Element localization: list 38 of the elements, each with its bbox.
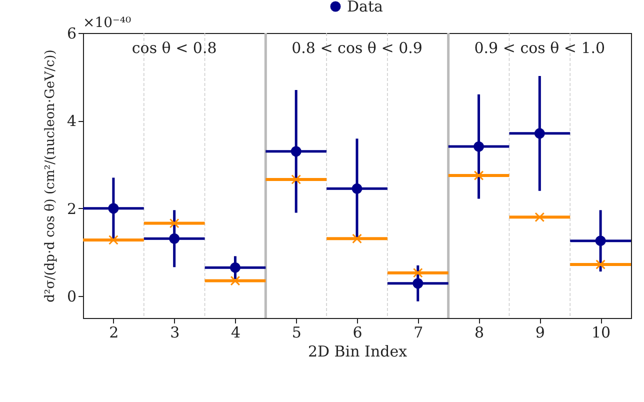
point bbox=[291, 174, 302, 184]
x-tick-label: 5 bbox=[292, 324, 302, 342]
point bbox=[352, 234, 362, 244]
x-tick-label: 7 bbox=[414, 324, 424, 342]
y-tick-label: 0 bbox=[66, 288, 76, 306]
annotation: 0.8 < cos θ < 0.9 bbox=[292, 39, 422, 57]
x-tick-label: 6 bbox=[352, 324, 362, 342]
y-tick-label: 4 bbox=[66, 112, 76, 130]
point bbox=[474, 170, 484, 180]
point bbox=[352, 183, 362, 194]
point bbox=[290, 146, 302, 157]
x-tick-label: 3 bbox=[170, 324, 180, 342]
x-tick-label: 2 bbox=[109, 324, 119, 342]
point bbox=[108, 203, 119, 214]
point bbox=[230, 276, 240, 286]
point bbox=[595, 236, 606, 246]
legend-label: Data bbox=[347, 0, 383, 16]
x-tick-label: 4 bbox=[230, 324, 240, 342]
annotation: cos θ < 0.8 bbox=[132, 39, 217, 57]
x-axis-title: 2D Bin Index bbox=[308, 342, 408, 360]
y-tick-label: 6 bbox=[66, 24, 76, 42]
point bbox=[108, 235, 118, 245]
point bbox=[474, 141, 484, 152]
x-tick-label: 9 bbox=[535, 324, 545, 342]
point bbox=[596, 260, 606, 270]
y-tick-label: 2 bbox=[66, 200, 76, 218]
y-axis-title: d²σ/(dp·d cos θ) (cm²/(nucleon·GeV/c)) bbox=[42, 50, 58, 302]
point bbox=[412, 278, 424, 289]
point bbox=[169, 233, 180, 244]
point bbox=[230, 262, 240, 273]
x-tick-label: 8 bbox=[474, 324, 484, 342]
point bbox=[169, 218, 180, 228]
point bbox=[412, 268, 423, 278]
annotation: 0.9 < cos θ < 1.0 bbox=[474, 39, 606, 57]
x-tick-label: 10 bbox=[592, 324, 611, 342]
text: ×10⁻⁴⁰ bbox=[83, 15, 132, 31]
point bbox=[534, 128, 545, 139]
point bbox=[534, 212, 545, 222]
